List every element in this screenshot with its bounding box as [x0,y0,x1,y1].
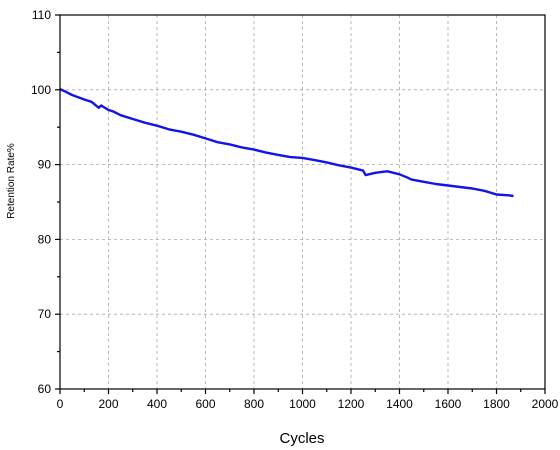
y-tick-label: 70 [38,307,52,321]
grid-layer [60,15,545,389]
x-tick-label: 0 [57,397,64,411]
x-tick-label: 1600 [435,397,462,411]
y-axis-title: Retention Rate% [6,143,17,219]
y-tick-label: 90 [38,158,52,172]
x-tick-label: 400 [147,397,167,411]
x-tick-label: 1400 [386,397,413,411]
x-axis-title: Cycles [279,430,324,447]
x-tick-label: 600 [195,397,215,411]
series-layer [59,88,514,198]
x-tick-label: 200 [98,397,118,411]
x-tick-label: 1800 [483,397,510,411]
x-tick-label: 2000 [532,397,559,411]
x-tick-label: 1200 [338,397,365,411]
y-tick-label: 100 [31,83,51,97]
retention-series-line [59,88,514,198]
y-tick-label: 60 [38,382,52,396]
y-tick-label: 110 [32,8,51,22]
x-tick-label: 800 [244,397,264,411]
y-tick-label: 80 [38,232,52,246]
tick-layer: 0 200 400 600 800 1000 1200 1400 1600 1800 2000 60 7… [31,8,559,411]
x-tick-label: 1000 [289,397,316,411]
